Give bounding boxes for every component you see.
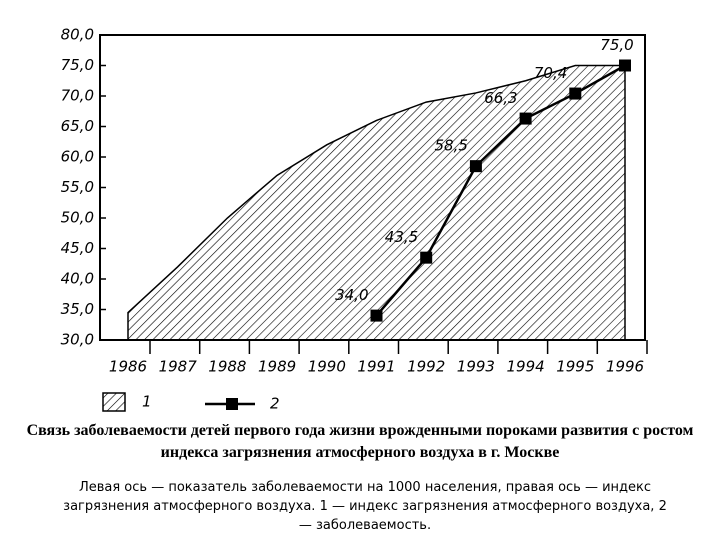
y-tick-label: 75,0 [61, 56, 94, 74]
line [375, 64, 626, 317]
marker [420, 251, 433, 264]
marker [519, 112, 532, 125]
x-tick-label: 1990 [308, 358, 346, 376]
y-tick-label: 65,0 [61, 117, 94, 135]
chart: 30,0 35,0 40,0 45,0 50,0 55,0 60,0 65,0 70,0 75,0… [61, 26, 648, 413]
value-label: 75,0 [600, 36, 633, 54]
note: Левая ось — показатель заболеваемости на… [63, 480, 667, 533]
legend-label: 1 [142, 393, 152, 411]
y-tick-label: 45,0 [61, 239, 94, 257]
caption: Связь заболеваемости детей первого года … [26, 422, 694, 461]
value-label: 43,5 [385, 228, 418, 246]
x-tick-label: 1995 [556, 358, 594, 376]
value-label: 58,5 [434, 137, 467, 155]
area [127, 64, 626, 341]
y-tick-label: 40,0 [61, 270, 94, 288]
legend-label: 2 [270, 395, 280, 413]
value-label: 34,0 [335, 286, 368, 304]
y-tick-label: 50,0 [61, 209, 94, 227]
legend-marker [226, 398, 238, 410]
y-tick-label: 35,0 [61, 300, 94, 318]
x-tick-label: 1994 [507, 358, 545, 376]
y-tick-label: 70,0 [61, 87, 94, 105]
x-tick-label: 1989 [258, 358, 296, 376]
x-tick-label: 1992 [407, 358, 445, 376]
y-tick-label: 55,0 [61, 178, 94, 196]
value-label: 66,3 [484, 89, 517, 107]
x-tick-label: 1993 [457, 358, 495, 376]
x-tick-label: 1987 [159, 358, 198, 376]
legend-swatch [102, 392, 126, 412]
y-tick-label: 60,0 [61, 148, 94, 166]
marker [619, 59, 631, 72]
x-tick-label: 1986 [109, 358, 147, 376]
value-label: 70,4 [534, 64, 567, 82]
marker [370, 309, 383, 322]
marker [569, 87, 582, 100]
x-tick-label: 1988 [208, 358, 246, 376]
x-tick-label: 1991 [357, 358, 395, 376]
y-tick-label: 30,0 [61, 331, 94, 349]
marker [469, 160, 482, 173]
y-tick-label: 80,0 [61, 26, 94, 44]
x-tick-label: 1996 [606, 358, 644, 376]
